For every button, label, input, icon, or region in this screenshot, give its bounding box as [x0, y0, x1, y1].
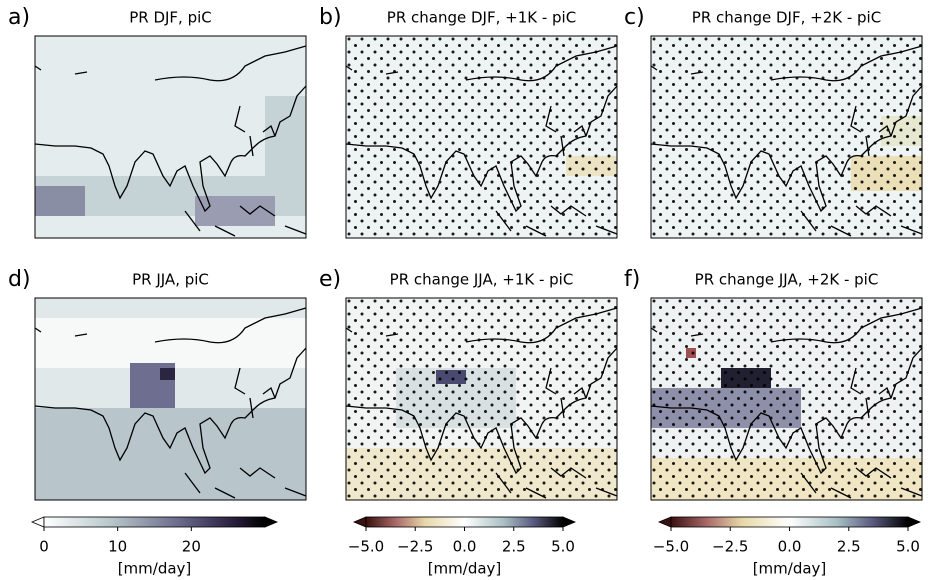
colorbar: [670, 516, 909, 528]
colorbar-tick-label: −5.0: [348, 538, 384, 556]
map-frame: [345, 297, 618, 501]
colorbar-extend: [907, 516, 922, 528]
map-frame: [650, 35, 923, 239]
panel-label: a): [8, 5, 30, 30]
panel-title: PR change DJF, +1K - piC: [387, 9, 576, 27]
colorbar: [43, 516, 266, 528]
map: [345, 35, 618, 239]
panel-title: PR DJF, piC: [129, 9, 212, 27]
colorbar-tick-label: −5.0: [653, 538, 689, 556]
panel-label: b): [319, 5, 342, 30]
stippling: [651, 36, 922, 238]
colorbar-tick-label: 10: [108, 538, 127, 556]
stippling: [346, 36, 617, 238]
colorbar-label: [mm/day]: [428, 560, 502, 578]
colorbar-tick-label: 2.5: [502, 538, 526, 556]
map-cell: [35, 318, 306, 368]
stippling: [346, 298, 617, 500]
colorbar-extend: [657, 516, 672, 528]
colorbar-tick-label: 0.0: [778, 538, 802, 556]
map-cell: [35, 408, 306, 500]
map: [345, 297, 618, 501]
panel-label: f): [624, 267, 640, 292]
panel-title: PR change JJA, +2K - piC: [695, 271, 879, 289]
map-cell: [160, 368, 175, 380]
colorbar-label: [mm/day]: [753, 560, 827, 578]
map-frame: [650, 297, 923, 501]
colorbar-tick-label: −2.5: [397, 538, 433, 556]
panel-label: e): [319, 267, 341, 292]
colorbar-extend: [562, 516, 577, 528]
panel-label: d): [8, 267, 31, 292]
colorbar-tick-label: 20: [182, 538, 201, 556]
map-cell: [35, 186, 85, 216]
colorbar-tick-label: 5.0: [551, 538, 575, 556]
map: [34, 297, 307, 501]
map-frame: [345, 35, 618, 239]
map-cell: [195, 196, 275, 226]
panel-title: PR change DJF, +2K - piC: [692, 9, 881, 27]
colorbar-tick-label: 2.5: [837, 538, 861, 556]
colorbar-tick-label: 5.0: [896, 538, 920, 556]
map-frame: [34, 297, 307, 501]
map-frame: [34, 35, 307, 239]
panel-title: PR JJA, piC: [132, 271, 209, 289]
map-cell: [265, 96, 306, 196]
colorbar-tick-label: 0.0: [453, 538, 477, 556]
map: [650, 297, 923, 501]
colorbar-tick-label: −2.5: [712, 538, 748, 556]
colorbar-label: [mm/day]: [118, 560, 192, 578]
panel-label: c): [624, 5, 645, 30]
colorbar-extend: [30, 516, 45, 528]
colorbar: [365, 516, 564, 528]
colorbar-tick-label: 0: [39, 538, 49, 556]
map: [34, 35, 307, 239]
panel-title: PR change JJA, +1K - piC: [390, 271, 574, 289]
map: [650, 35, 923, 239]
colorbar-extend: [352, 516, 367, 528]
colorbar-extend: [264, 516, 279, 528]
stippling: [651, 298, 922, 500]
